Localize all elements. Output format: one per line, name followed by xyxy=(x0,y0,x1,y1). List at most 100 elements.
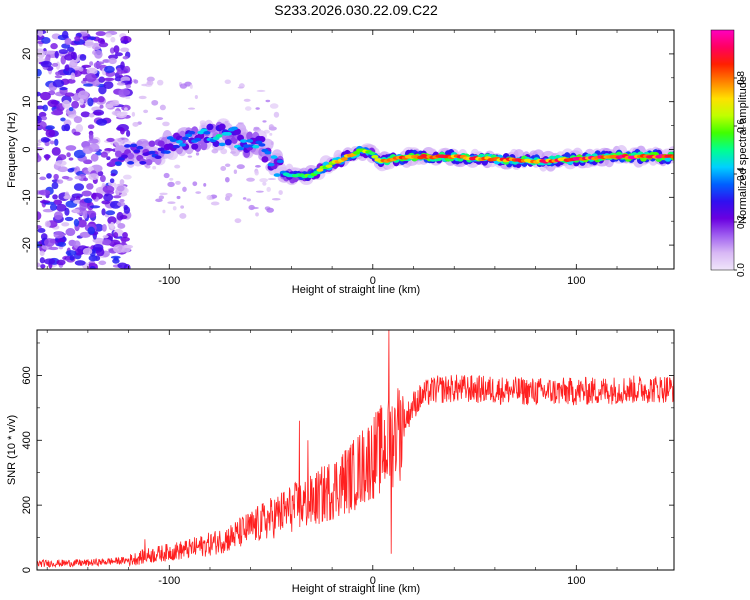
spectrogram-noise-blob xyxy=(98,85,107,95)
spectrogram-noise-blob xyxy=(89,61,94,66)
spectrogram-noise-blob xyxy=(120,61,125,71)
spectrogram-ridge-cell xyxy=(139,160,147,165)
snr-frame xyxy=(36,329,675,571)
spectrogram-noise-blob xyxy=(39,250,45,256)
spectrogram-noise-blob xyxy=(253,126,260,130)
spectrogram-noise-blob xyxy=(37,48,44,52)
spectrogram-noise-blob xyxy=(91,42,102,51)
spectrogram-noise-blob xyxy=(175,180,181,185)
spectrogram-noise-blob xyxy=(108,181,117,187)
spectrogram-noise-blob xyxy=(237,86,244,89)
spectrogram-noise-blob xyxy=(108,57,117,65)
spectrogram-ridge-cell xyxy=(212,140,220,147)
spectrogram-ridge-cell xyxy=(206,123,214,131)
spectrogram-noise-blob xyxy=(69,255,75,261)
spectrogram-noise-blob xyxy=(94,49,103,59)
spectrogram-ridge-cell xyxy=(215,134,223,138)
spectrogram-noise-blob xyxy=(124,188,129,194)
spectrogram-noise-blob xyxy=(125,96,131,99)
spectrogram-noise-blob xyxy=(132,121,139,127)
spectrogram-noise-blob xyxy=(194,95,198,100)
spectrogram-noise-blob xyxy=(174,164,181,169)
spectrogram-noise-blob xyxy=(122,55,129,60)
colorbar-ticks: 0.0 0.2 0.4 0.6 0.8 xyxy=(734,71,747,277)
spectrogram-noise-blob xyxy=(123,204,129,211)
spectrogram-noise-blob xyxy=(41,116,48,121)
spectrogram-noise-blob xyxy=(234,218,242,224)
spectrogram-noise-blob xyxy=(102,59,111,63)
spectrogram-noise-blob xyxy=(138,95,147,100)
spectrogram-noise-blob xyxy=(64,207,70,216)
spectrogram-noise-blob xyxy=(42,138,51,142)
spectrogram-noise-blob xyxy=(87,124,95,130)
spectrogram-noise-blob xyxy=(56,203,67,212)
spectrogram-noise-blob xyxy=(224,79,231,85)
spectrogram-noise-blob xyxy=(53,211,63,220)
spectrogram-noise-blob xyxy=(74,175,82,180)
spectrogram-ridge-cell xyxy=(148,140,156,147)
spectrogram-noise-blob xyxy=(71,100,80,109)
spectrogram-x-label: Height of straight line (km) xyxy=(292,284,420,296)
spectrogram-noise-blob xyxy=(189,84,193,89)
spectrogram-ridge-cell xyxy=(368,151,376,156)
spectrogram-noise-blob xyxy=(88,138,99,144)
spectrogram-noise-blob xyxy=(52,194,58,200)
spectrogram-heatmap xyxy=(37,30,674,269)
spectrogram-noise-blob xyxy=(52,79,65,88)
spectrogram-noise-blob xyxy=(83,197,93,204)
spectrogram-noise-blob xyxy=(103,77,115,82)
spectrogram-ridge-cell xyxy=(136,145,144,150)
y-tick-label: 10 xyxy=(21,96,33,108)
spectrogram-noise-blob xyxy=(37,225,42,229)
spectrogram-noise-blob xyxy=(92,243,104,251)
spectrogram-noise-blob xyxy=(73,183,85,191)
spectrogram-noise-blob xyxy=(39,176,47,181)
spectrogram-noise-blob xyxy=(51,181,59,190)
figure-title: S233.2026.030.22.09.C22 xyxy=(274,2,438,18)
spectrogram-noise-blob xyxy=(40,264,46,269)
spectrogram-noise-blob xyxy=(79,201,88,211)
spectrogram-noise-blob xyxy=(113,244,125,254)
snr-y-label: SNR (10 * v/v) xyxy=(6,415,18,485)
spectrogram-ridge-cell xyxy=(188,130,196,135)
spectrogram-noise-blob xyxy=(266,186,271,192)
spectrogram-ridge-cell xyxy=(270,155,278,159)
spectrogram-noise-blob xyxy=(96,118,108,126)
spectrogram-noise-blob xyxy=(54,138,59,146)
spectrogram-noise-blob xyxy=(195,191,202,194)
spectrogram-ridge-cell xyxy=(240,139,248,143)
spectrogram-noise-blob xyxy=(87,97,94,107)
spectrogram-ridge-cell xyxy=(233,128,241,135)
spectrogram-noise-blob xyxy=(64,191,70,199)
x-tick-label: 100 xyxy=(567,575,585,587)
spectrogram-noise-blob xyxy=(37,30,44,37)
spectrogram-noise-blob xyxy=(268,124,274,130)
spectrogram-noise-blob xyxy=(82,210,88,219)
spectrogram-noise-blob xyxy=(78,217,83,221)
spectrogram-noise-blob xyxy=(97,96,105,103)
spectrogram-noise-blob xyxy=(267,178,277,181)
spectrogram-noise-blob xyxy=(122,174,132,180)
spectrogram-noise-blob xyxy=(65,228,76,237)
spectrogram-noise-blob xyxy=(203,183,207,187)
spectrogram-noise-blob xyxy=(73,116,83,124)
spectrogram-ridge-cell xyxy=(194,137,202,142)
x-tick-label: 100 xyxy=(567,275,585,287)
spectrogram-noise-blob xyxy=(156,79,164,86)
spectrogram-noise-blob xyxy=(56,179,64,184)
spectrogram-ridge-cell xyxy=(276,159,284,164)
spectrogram-noise-blob xyxy=(180,205,185,209)
spectrogram-noise-blob xyxy=(122,231,128,239)
spectrogram-noise-blob xyxy=(42,104,48,112)
spectrogram-noise-blob xyxy=(57,154,67,161)
spectrogram-noise-blob xyxy=(54,75,63,79)
y-tick-label: 200 xyxy=(21,496,33,514)
y-tick-label: -20 xyxy=(21,237,33,253)
spectrogram-noise-blob xyxy=(98,76,106,83)
spectrogram-noise-blob xyxy=(78,90,89,100)
spectrogram-noise-blob xyxy=(51,147,61,156)
spectrogram-noise-blob xyxy=(182,186,187,192)
spectrogram-ridge-cell xyxy=(316,168,324,172)
spectrogram-noise-blob xyxy=(146,76,155,82)
spectrogram-noise-blob xyxy=(107,216,117,225)
